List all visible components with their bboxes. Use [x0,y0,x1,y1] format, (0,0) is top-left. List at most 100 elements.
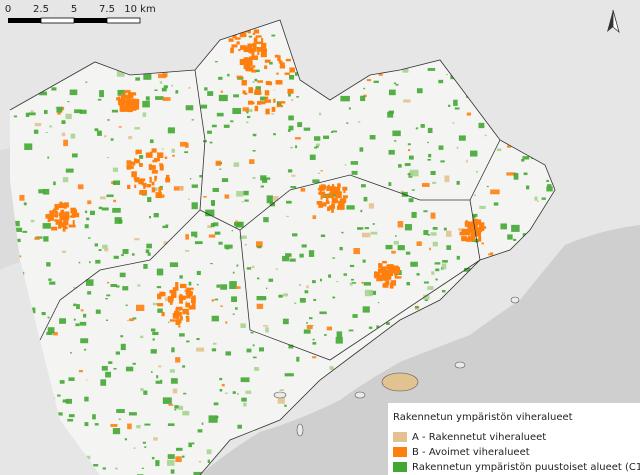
patch [235,307,238,310]
patch [277,397,285,404]
patch [263,217,269,223]
patch [131,253,135,256]
patch [323,135,330,139]
patch [466,223,471,228]
patch [340,95,350,102]
patch [58,223,62,229]
patch [264,65,268,69]
patch [381,266,387,270]
patch [406,282,411,286]
patch [331,193,339,197]
patch [255,55,258,61]
patch [196,270,201,276]
patch [306,285,309,289]
patch [264,297,267,299]
patch [306,322,308,324]
patch [240,377,250,383]
patch [427,68,436,71]
patch [61,132,66,137]
patch [478,122,485,129]
patch [395,276,402,279]
patch [458,135,466,141]
patch [421,183,430,187]
municipal-boundaries [9,19,556,475]
patch [52,208,57,213]
patch [116,285,120,288]
patch [45,132,48,133]
boundary [194,69,501,231]
patch [60,224,66,227]
patch [69,215,75,218]
patch [85,279,94,286]
patch [114,217,122,224]
patch [178,325,181,328]
patch [84,422,89,427]
patch [118,126,122,128]
patch [409,169,419,177]
patch [127,103,134,108]
patch [88,237,91,239]
patch [138,162,143,167]
patch [118,219,123,224]
patch [420,124,425,128]
patch [207,459,211,463]
patch [465,237,473,242]
patch [337,183,341,188]
patch [54,214,59,218]
patch [157,308,163,313]
patch [130,107,137,111]
patch [271,113,274,115]
patch [218,241,223,245]
patch [30,110,34,113]
patch [349,264,355,268]
patch [430,232,437,236]
patch [236,191,244,197]
patch [363,282,371,286]
patch [212,187,219,192]
patch [290,147,293,149]
patch [185,301,188,303]
patch [273,98,276,103]
patch [328,205,333,210]
patch [252,133,257,137]
patch [196,347,205,352]
boundary [469,199,481,261]
patch [33,129,39,134]
patch [68,414,75,418]
patch [113,255,119,259]
patch [121,254,124,257]
patch [291,99,293,101]
patch [464,221,467,227]
patch [278,60,283,64]
patch [241,80,247,86]
patch [127,94,134,99]
patch [240,45,247,50]
patch [318,112,322,116]
patch [348,107,351,110]
patch [214,298,219,301]
patch [162,97,171,101]
patch [276,101,282,107]
patch [274,54,280,58]
patch [139,190,147,194]
patch [351,170,358,175]
patch [247,100,254,105]
patch [143,182,146,189]
patch [159,163,163,167]
patch [97,98,102,101]
patch [236,264,239,267]
patch [322,202,327,207]
patch [172,388,178,394]
patch [284,404,287,407]
patch [221,383,225,387]
patch [357,227,362,230]
patch [175,90,179,94]
patch [299,284,301,286]
patch [278,294,283,298]
patch [122,249,129,254]
patch [51,87,57,91]
patch [232,313,235,315]
patch [119,272,126,278]
patch [273,133,276,136]
patch [72,220,75,225]
